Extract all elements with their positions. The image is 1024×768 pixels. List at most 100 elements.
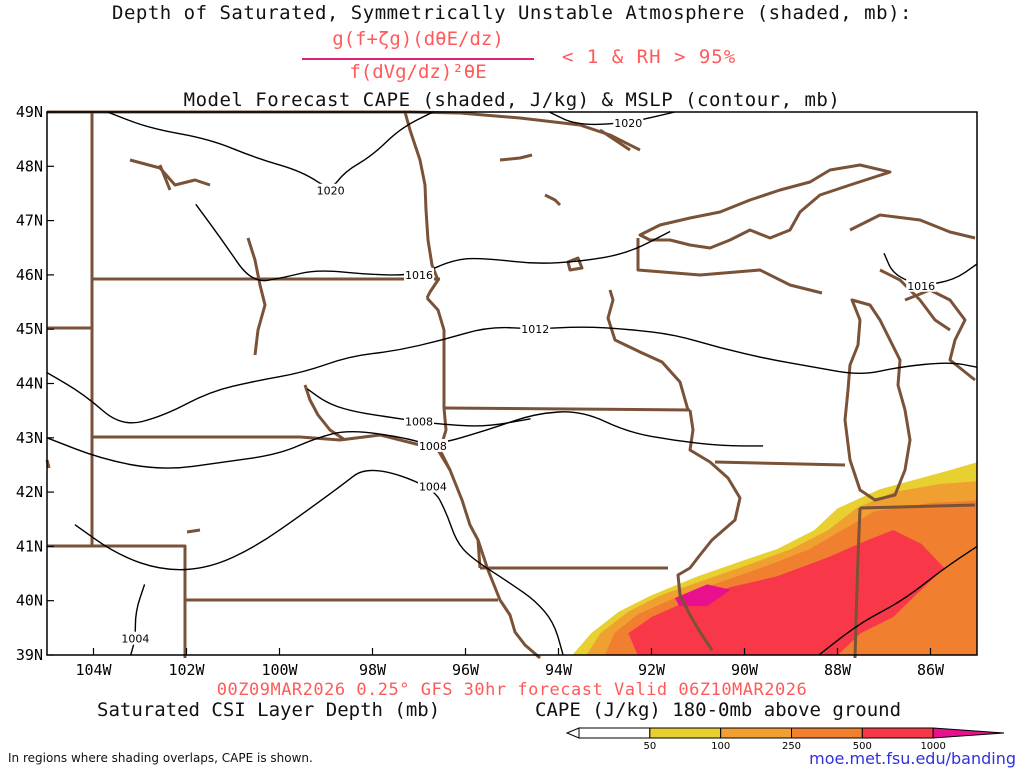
csi-legend-label: Saturated CSI Layer Depth (mb) bbox=[97, 699, 441, 721]
chart-subtitle: Model Forecast CAPE (shaded, J/kg) & MSL… bbox=[183, 89, 841, 111]
state-border-nd-mn bbox=[403, 111, 440, 299]
contour-label-bg bbox=[417, 479, 448, 493]
lake-of-the-woods bbox=[499, 128, 631, 207]
y-tick-label: 41N bbox=[16, 537, 43, 555]
contour-label-bg bbox=[613, 115, 644, 129]
colorbar-segment-250 bbox=[791, 727, 863, 739]
mslp-contour-1020 bbox=[107, 111, 434, 187]
colorbar-label-500: 500 bbox=[853, 741, 872, 752]
formula-condition: < 1 & RH > 95% bbox=[562, 46, 737, 68]
nebraska-lake bbox=[45, 459, 201, 534]
state-border-mi-up bbox=[636, 238, 823, 295]
canada-border bbox=[47, 110, 641, 152]
state-border-sd-mn bbox=[425, 296, 446, 408]
mslp-contour-1004 bbox=[74, 469, 564, 656]
contour-label-bg bbox=[520, 322, 551, 336]
contour-label-1004: 1004 bbox=[419, 481, 447, 494]
mslp-contour-labels: 1020 1020 1016 1016 1012 1008 1008 1004 1004 bbox=[120, 115, 937, 646]
colorbar-segment-500 bbox=[861, 727, 934, 739]
colorbar-label-50: 50 bbox=[643, 741, 656, 752]
state-border-mo-ne bbox=[476, 539, 541, 660]
state-border-ne-sd bbox=[92, 433, 452, 471]
colorbar-label-1000: 1000 bbox=[920, 741, 945, 752]
lake-michigan bbox=[843, 298, 912, 502]
contour-label-1020: 1020 bbox=[614, 117, 642, 130]
y-tick-label: 47N bbox=[16, 212, 43, 230]
csi-formula: g(f+ζg)(dθE/dz) f(dVg/dz)²θE < 1 & RH > … bbox=[300, 28, 820, 88]
source-url: moe.met.fsu.edu/banding bbox=[809, 749, 1016, 768]
state-border-wi-il bbox=[714, 460, 846, 467]
colorbar-segment-0 bbox=[578, 727, 651, 739]
colorbar-label-250: 250 bbox=[782, 741, 801, 752]
formula-denominator: f(dVg/dz)²θE bbox=[349, 61, 487, 83]
contour-label-1016: 1016 bbox=[405, 269, 433, 282]
contour-label-bg bbox=[906, 278, 937, 292]
x-tick-label: 96W bbox=[452, 661, 480, 679]
state-border-ia-il bbox=[676, 409, 742, 651]
formula-numerator: g(f+ζg)(dθE/dz) bbox=[332, 28, 504, 50]
michigan-lower-peninsula bbox=[904, 288, 976, 382]
x-tick-label: 94W bbox=[545, 661, 573, 679]
colorbar-start bbox=[565, 727, 580, 739]
cape-shading bbox=[572, 462, 977, 655]
lake-huron bbox=[849, 213, 976, 332]
missouri-river-sd bbox=[303, 384, 346, 442]
contour-label-bg bbox=[404, 267, 434, 281]
y-tick-label: 48N bbox=[16, 157, 43, 175]
cape-legend-label: CAPE (J/kg) 180-0mb above ground bbox=[535, 699, 902, 721]
lake-oahe bbox=[246, 237, 267, 356]
overlap-note: In regions where shading overlaps, CAPE … bbox=[8, 751, 313, 765]
y-tick-label: 40N bbox=[16, 592, 43, 610]
y-tick-label: 44N bbox=[16, 375, 43, 393]
state-border-ia-mn bbox=[443, 406, 691, 412]
contour-label-bg bbox=[404, 414, 434, 428]
x-tick-label: 104W bbox=[75, 661, 112, 679]
mslp-contour-1016 bbox=[195, 203, 671, 282]
contour-label-1004: 1004 bbox=[121, 633, 149, 646]
contour-label-1012: 1012 bbox=[521, 323, 549, 336]
cape-region-1000 bbox=[674, 584, 731, 607]
contour-label-1008: 1008 bbox=[419, 440, 447, 453]
contour-label-1020: 1020 bbox=[317, 185, 345, 198]
contour-label-bg bbox=[417, 438, 448, 452]
contour-label-bg bbox=[315, 183, 346, 197]
x-tick-label: 98W bbox=[359, 661, 387, 679]
mslp-contours bbox=[46, 111, 978, 656]
y-tick-label: 45N bbox=[16, 320, 43, 338]
cape-colorbar: 50 100 250 500 1000 bbox=[565, 727, 1005, 752]
y-tick-label: 46N bbox=[16, 266, 43, 284]
state-border-mn-wi bbox=[606, 289, 690, 411]
x-tick-label: 100W bbox=[261, 661, 298, 679]
state-border-ia-west bbox=[438, 407, 482, 569]
mslp-contour-1008 bbox=[306, 388, 531, 427]
map-axes: 104W 102W 100W 98W 96W 94W 92W 90W 88W 86W 39N 40N 4… bbox=[16, 103, 945, 679]
colorbar-segment-50 bbox=[649, 727, 722, 739]
colorbar-segment-100 bbox=[720, 727, 793, 739]
x-tick-label: 92W bbox=[638, 661, 666, 679]
lake-superior bbox=[638, 163, 892, 250]
mslp-contour-1012 bbox=[46, 326, 978, 424]
x-tick-label: 88W bbox=[824, 661, 852, 679]
cape-region-500 bbox=[628, 530, 945, 655]
state-border-il-in bbox=[853, 507, 862, 659]
formula-fraction-bar bbox=[302, 58, 534, 60]
y-tick-label: 49N bbox=[16, 103, 43, 121]
x-tick-label: 86W bbox=[917, 661, 945, 679]
mslp-contour-1000 bbox=[818, 545, 978, 656]
state-border-ne-co bbox=[47, 544, 187, 658]
y-tick-label: 42N bbox=[16, 483, 43, 501]
x-tick-label: 90W bbox=[731, 661, 759, 679]
lake-sakakawea bbox=[129, 158, 211, 191]
state-border-in-mi bbox=[859, 503, 976, 510]
x-tick-label: 102W bbox=[168, 661, 205, 679]
upper-red-lake bbox=[566, 256, 584, 272]
mslp-contour-1008 bbox=[46, 411, 764, 469]
contour-label-bg bbox=[120, 631, 151, 645]
colorbar-label-100: 100 bbox=[711, 741, 730, 752]
contour-label-1008: 1008 bbox=[405, 416, 433, 429]
y-tick-label: 39N bbox=[16, 646, 43, 664]
forecast-map: 1020 1020 1016 1016 1012 1008 1008 1004 1004 104… bbox=[16, 103, 978, 679]
contour-label-1016: 1016 bbox=[907, 280, 935, 293]
run-info: 00Z09MAR2026 0.25° GFS 30hr forecast Val… bbox=[216, 680, 808, 700]
y-tick-label: 43N bbox=[16, 429, 43, 447]
